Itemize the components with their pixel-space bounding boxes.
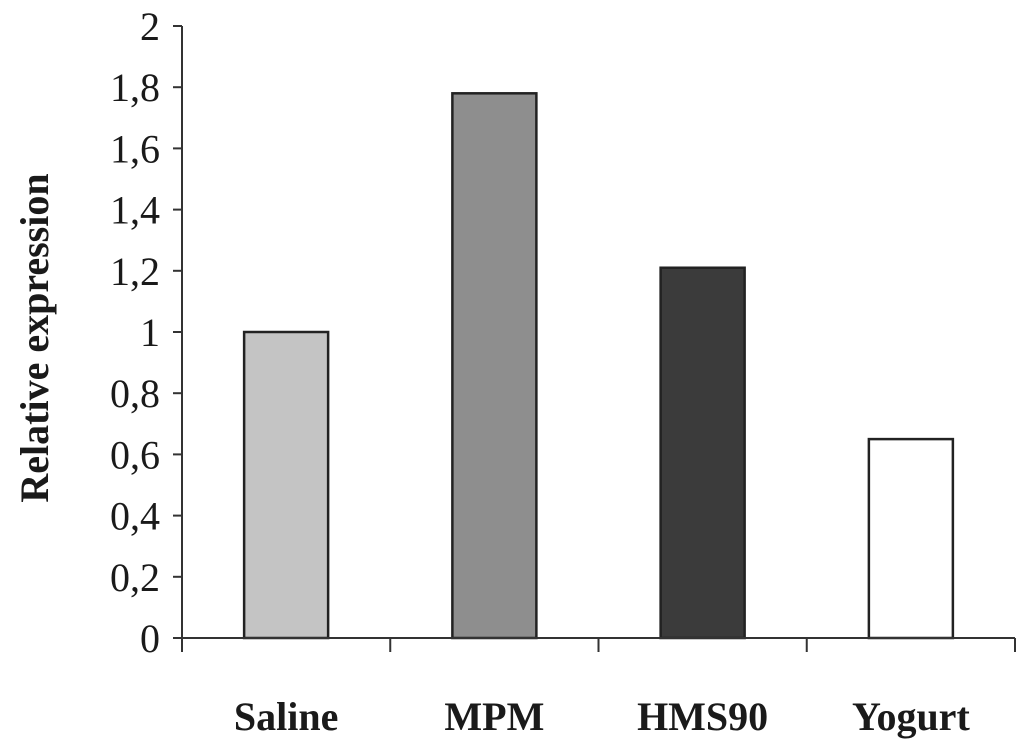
- x-category-label: Yogurt: [852, 694, 970, 739]
- y-tick-label: 1,4: [110, 188, 160, 233]
- y-axis-title: Relative expression: [12, 173, 57, 502]
- y-tick-label: 0,8: [110, 371, 160, 416]
- x-category-label: HMS90: [637, 694, 768, 739]
- y-axis-ticks: 0 0,2 0,4 0,6 0,8 1 1,2 1,4 1,6 1,8 2: [110, 4, 182, 661]
- bar-hms90: [659, 266, 746, 640]
- bar-mpm: [451, 92, 538, 640]
- bars: [242, 92, 955, 640]
- y-tick-label: 1: [140, 310, 160, 355]
- bar-saline: [242, 330, 330, 640]
- y-tick-label: 0,6: [110, 432, 160, 477]
- x-category-label: MPM: [444, 694, 544, 739]
- x-category-label: Saline: [234, 694, 338, 739]
- y-tick-label: 2: [140, 4, 160, 49]
- axes: [181, 26, 1015, 652]
- y-tick-label: 1,2: [110, 249, 160, 294]
- y-tick-label: 0: [140, 616, 160, 661]
- y-tick-label: 0,4: [110, 494, 160, 539]
- y-tick-label: 1,8: [110, 65, 160, 110]
- x-axis-ticks: Saline MPM HMS90 Yogurt: [234, 638, 1016, 739]
- y-tick-label: 1,6: [110, 126, 160, 171]
- bar-yogurt: [867, 437, 955, 640]
- y-tick-label: 0,2: [110, 555, 160, 600]
